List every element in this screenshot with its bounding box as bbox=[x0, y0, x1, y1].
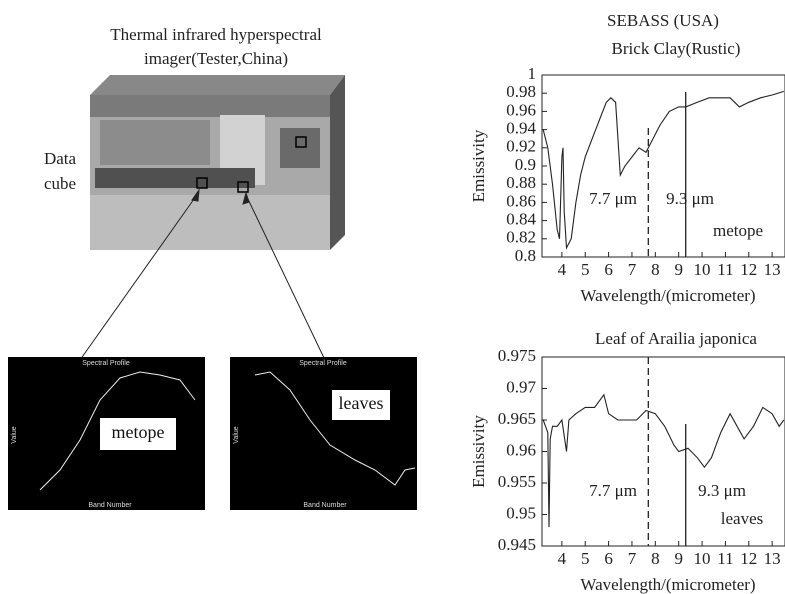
x-tick-label: 8 bbox=[651, 549, 660, 568]
x-tick-label: 10 bbox=[694, 549, 711, 568]
profile-left: Spectral Profile Band Number Value metop… bbox=[8, 357, 205, 510]
reference-label: 9.3 μm bbox=[698, 481, 746, 500]
profile-title: Spectral Profile bbox=[299, 360, 347, 367]
x-tick-label: 11 bbox=[717, 549, 733, 568]
x-tick-label: 12 bbox=[740, 260, 757, 279]
x-tick-label: 9 bbox=[674, 260, 683, 279]
profile-right: Spectral Profile Band Number Value leave… bbox=[230, 357, 417, 510]
y-tick-label: 0.955 bbox=[498, 472, 536, 491]
reference-label: 7.7 μm bbox=[589, 481, 637, 500]
y-tick-label: 0.82 bbox=[506, 228, 536, 247]
x-tick-label: 12 bbox=[740, 549, 757, 568]
x-tick-label: 5 bbox=[581, 549, 590, 568]
y-tick-label: 0.86 bbox=[506, 191, 536, 210]
x-axis-label: Wavelength/(micrometer) bbox=[580, 286, 755, 305]
x-tick-label: 13 bbox=[764, 549, 781, 568]
profile-label: leaves bbox=[339, 393, 384, 413]
y-tick-label: 0.8 bbox=[515, 246, 536, 265]
reference-label: 9.3 μm bbox=[666, 189, 714, 208]
y-axis-label: Emissivity bbox=[469, 129, 488, 202]
series-line bbox=[542, 393, 785, 528]
y-tick-label: 0.96 bbox=[506, 100, 536, 119]
annotation: metope bbox=[713, 221, 763, 240]
profile-title: Spectral Profile bbox=[82, 360, 130, 367]
x-tick-label: 6 bbox=[604, 260, 613, 279]
y-tick-label: 0.88 bbox=[506, 173, 536, 192]
x-tick-label: 4 bbox=[558, 260, 567, 279]
series-line bbox=[542, 90, 784, 250]
chart-title: Brick Clay(Rustic) bbox=[612, 39, 741, 58]
x-tick-label: 5 bbox=[581, 260, 590, 279]
y-tick-label: 0.96 bbox=[506, 440, 536, 459]
x-tick-label: 10 bbox=[694, 260, 711, 279]
x-tick-label: 11 bbox=[717, 260, 733, 279]
x-tick-label: 7 bbox=[628, 260, 637, 279]
y-tick-label: 0.945 bbox=[498, 535, 536, 554]
annotation: leaves bbox=[721, 509, 763, 528]
y-tick-label: 0.9 bbox=[515, 155, 536, 174]
x-tick-label: 4 bbox=[558, 549, 567, 568]
profile-ylabel: Value bbox=[11, 426, 18, 443]
arrows bbox=[79, 188, 326, 361]
chart-title: Leaf of Arailia japonica bbox=[595, 329, 757, 348]
data-cube-image bbox=[90, 75, 345, 250]
profile-label: metope bbox=[112, 422, 165, 442]
y-tick-label: 0.95 bbox=[506, 503, 536, 522]
cube-label: Data bbox=[44, 149, 77, 168]
imager-title: imager(Tester,China) bbox=[144, 49, 288, 68]
profile-ylabel: Value bbox=[233, 426, 240, 443]
y-tick-label: 0.84 bbox=[506, 210, 536, 229]
y-tick-label: 0.94 bbox=[506, 119, 536, 138]
y-tick-label: 0.975 bbox=[498, 346, 536, 365]
sensor-title: SEBASS (USA) bbox=[607, 11, 719, 30]
y-tick-label: 1 bbox=[528, 64, 537, 83]
x-tick-label: 6 bbox=[604, 549, 613, 568]
reference-label: 7.7 μm bbox=[589, 189, 637, 208]
x-tick-label: 8 bbox=[651, 260, 660, 279]
y-tick-label: 0.965 bbox=[498, 409, 536, 428]
y-tick-label: 0.98 bbox=[506, 82, 536, 101]
x-tick-label: 13 bbox=[764, 260, 781, 279]
x-tick-label: 7 bbox=[628, 549, 637, 568]
y-tick-label: 0.97 bbox=[506, 377, 536, 396]
x-tick-label: 9 bbox=[674, 549, 683, 568]
x-axis-label: Wavelength/(micrometer) bbox=[580, 575, 755, 594]
cube-label: cube bbox=[44, 174, 76, 193]
imager-title: Thermal infrared hyperspectral bbox=[110, 25, 322, 44]
profile-xlabel: Band Number bbox=[303, 502, 347, 509]
y-tick-label: 0.92 bbox=[506, 137, 536, 156]
profile-xlabel: Band Number bbox=[88, 502, 132, 509]
y-axis-label: Emissivity bbox=[469, 415, 488, 488]
